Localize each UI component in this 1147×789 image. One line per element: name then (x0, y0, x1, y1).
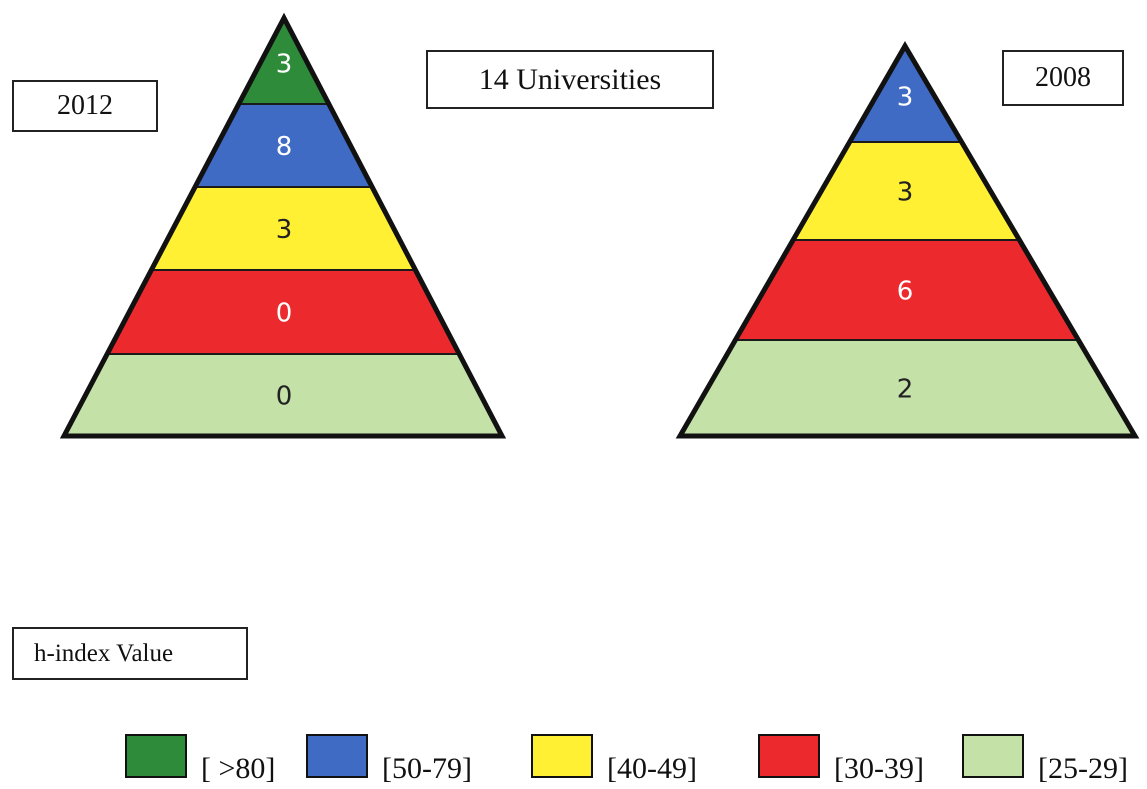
pyramid-2012-value-80: 3 (276, 50, 293, 80)
pyramid-2012-value-25-29: 0 (276, 382, 293, 412)
pyramid-2008: 3 3 6 2 (675, 41, 1140, 439)
pyramid-2008-value-30-39: 6 (897, 277, 914, 307)
pyramid-2012-value-30-39: 0 (276, 299, 293, 329)
legend-title-text: h-index Value (34, 639, 174, 667)
legend: [ >80] [50-79] [40-49] [30-39] [25-29] (0, 730, 1147, 789)
legend-swatch-25-29 (962, 734, 1024, 778)
pyramid-2012: 3 8 3 0 0 (59, 12, 507, 439)
legend-label-25-29: [25-29] (1038, 752, 1128, 785)
legend-swatch-gt80 (125, 734, 187, 778)
legend-swatch-50-79 (306, 734, 368, 778)
legend-swatch-40-49 (531, 734, 593, 778)
diagram-title: 14 Universities (426, 50, 714, 109)
year-label-2012: 2012 (12, 80, 158, 132)
diagram-title-text: 14 Universities (478, 62, 662, 96)
year-label-2008: 2008 (1002, 50, 1124, 106)
legend-title: h-index Value (12, 627, 248, 680)
legend-label-gt80: [ >80] (201, 752, 276, 785)
pyramid-2012-outline (59, 12, 507, 439)
year-2008-text: 2008 (1035, 62, 1091, 93)
pyramid-2012-value-40-49: 3 (276, 215, 293, 245)
legend-swatch-30-39 (758, 734, 820, 778)
legend-label-30-39: [30-39] (834, 752, 924, 785)
pyramid-2008-value-50-79: 3 (897, 83, 914, 113)
legend-label-40-49: [40-49] (607, 752, 697, 785)
year-2012-text: 2012 (57, 90, 113, 121)
pyramid-2008-value-25-29: 2 (897, 375, 914, 405)
legend-label-50-79: [50-79] (382, 752, 472, 785)
pyramid-2008-outline (675, 41, 1140, 439)
pyramid-2008-value-40-49: 3 (897, 178, 914, 208)
pyramid-2012-value-50-79: 8 (276, 132, 293, 162)
